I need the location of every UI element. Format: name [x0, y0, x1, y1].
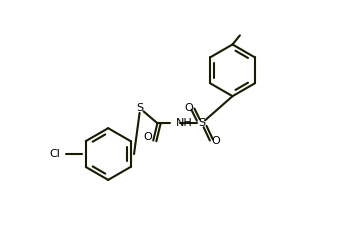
Text: O: O [144, 132, 152, 142]
Text: S: S [136, 104, 144, 114]
Text: O: O [211, 135, 220, 145]
Text: S: S [198, 118, 205, 128]
Text: NH: NH [176, 118, 193, 128]
Text: Cl: Cl [49, 149, 60, 159]
Text: O: O [184, 104, 193, 114]
